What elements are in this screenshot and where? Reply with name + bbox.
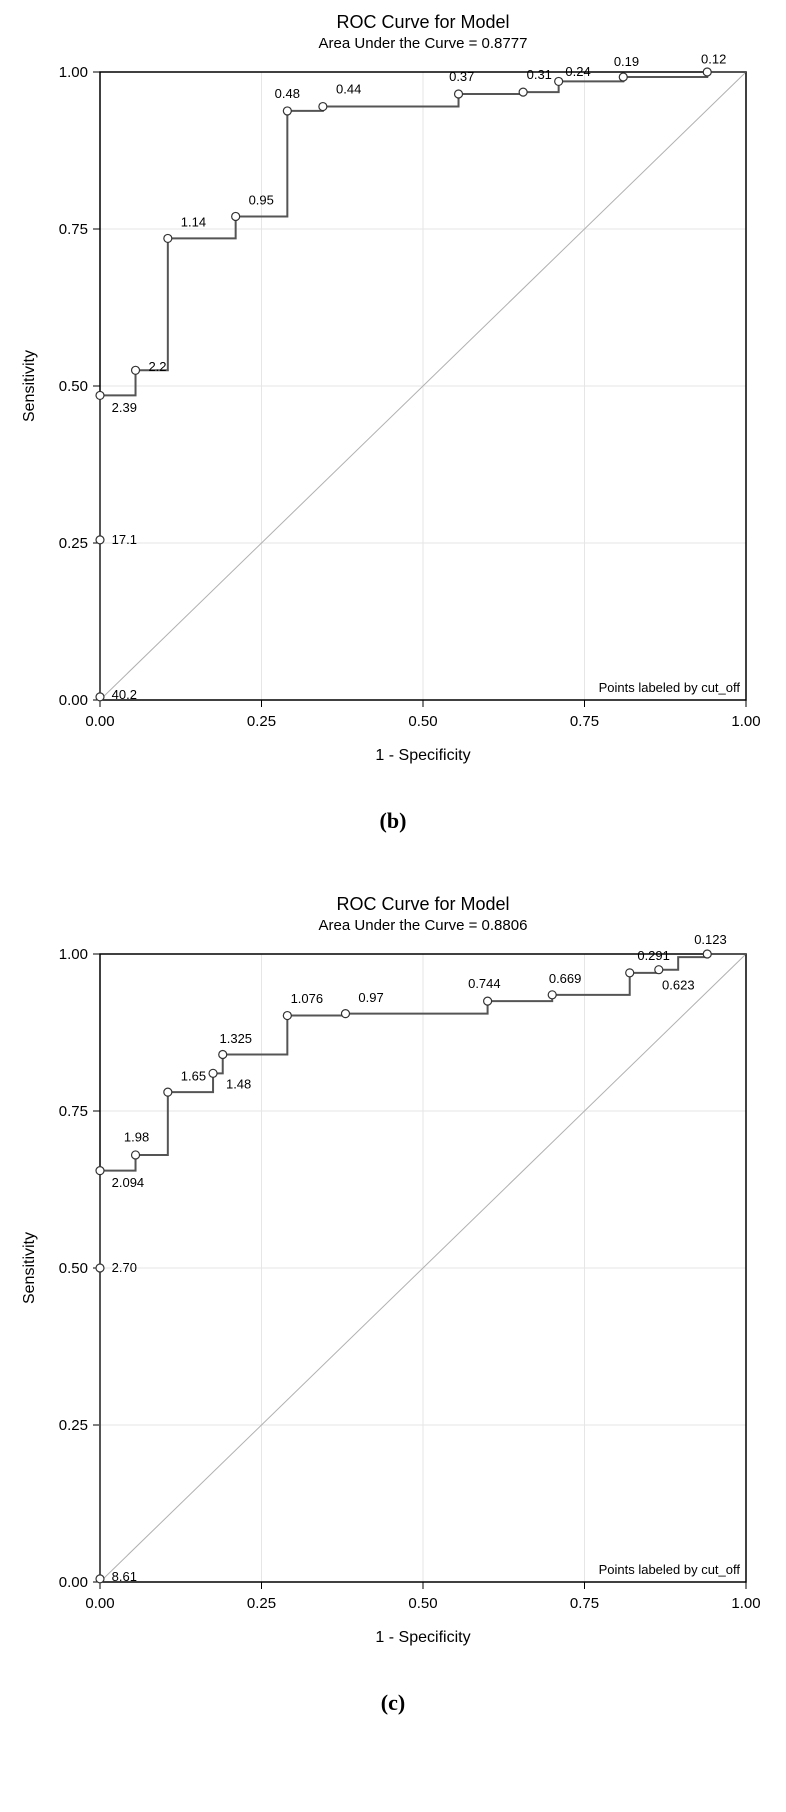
ytick-label: 0.50 [59,1260,88,1277]
roc-point [219,1050,227,1058]
ytick-label: 1.00 [59,946,88,963]
roc-point [655,966,663,974]
roc-point-label: 0.31 [527,67,552,82]
chart-title: ROC Curve for Model [336,894,509,914]
corner-note: Points labeled by cut_off [599,1562,741,1577]
roc-point-label: 2.2 [148,359,166,374]
roc-point [555,77,563,85]
roc-point [96,391,104,399]
chart-title: ROC Curve for Model [336,12,509,32]
roc-point-label: 0.623 [662,977,695,992]
roc-point [519,88,527,96]
xtick-label: 0.25 [247,713,276,730]
ytick-label: 0.25 [59,1417,88,1434]
ytick-label: 0.00 [59,692,88,709]
roc-point [548,991,556,999]
roc-point [619,73,627,81]
roc-point-label: 1.98 [124,1129,149,1144]
roc-point [341,1010,349,1018]
xtick-label: 0.25 [247,1595,276,1612]
roc-point-label: 0.97 [358,990,383,1005]
panel-label-c: (c) [0,1690,786,1716]
roc-point [209,1069,217,1077]
xtick-label: 1.00 [731,1595,760,1612]
xtick-label: 0.75 [570,1595,599,1612]
roc-point-label: 0.669 [549,971,582,986]
roc-point [283,1012,291,1020]
roc-point [96,1575,104,1583]
roc-svg-b: ROC Curve for Model Area Under the Curve … [0,0,786,790]
roc-point [455,90,463,98]
ytick-label: 0.50 [59,378,88,395]
roc-point [132,366,140,374]
ytick-label: 1.00 [59,64,88,81]
roc-point [484,997,492,1005]
panel-label-b: (b) [0,808,786,834]
roc-point [703,950,711,958]
roc-point [96,1264,104,1272]
chart-subtitle: Area Under the Curve = 0.8777 [319,35,528,52]
roc-point-label: 0.24 [565,64,590,79]
roc-point-label: 40.2 [112,687,137,702]
roc-point-label: 0.123 [694,932,727,947]
xlabel: 1 - Specificity [375,747,470,764]
roc-point-label: 0.44 [336,82,361,97]
roc-point [132,1151,140,1159]
roc-point-label: 0.12 [701,51,726,66]
roc-point [319,103,327,111]
corner-note: Points labeled by cut_off [599,680,741,695]
roc-point [96,693,104,701]
roc-point [703,68,711,76]
ylabel: Sensitivity [21,1232,38,1304]
xtick-label: 0.00 [85,1595,114,1612]
roc-point-label: 1.65 [181,1068,206,1083]
roc-point-label: 1.14 [181,215,206,230]
roc-point-label: 0.48 [275,86,300,101]
roc-point-label: 2.70 [112,1260,137,1275]
ytick-label: 0.00 [59,1574,88,1591]
page: ROC Curve for Model Area Under the Curve … [0,0,786,1716]
roc-point [626,969,634,977]
roc-point-label: 1.48 [226,1077,251,1092]
xtick-label: 0.75 [570,713,599,730]
roc-svg-c: ROC Curve for Model Area Under the Curve … [0,882,786,1672]
roc-point-label: 1.076 [291,991,324,1006]
roc-point-label: 0.37 [449,69,474,84]
ytick-label: 0.75 [59,221,88,238]
roc-point-label: 2.094 [112,1175,145,1190]
xtick-label: 0.00 [85,713,114,730]
roc-point [164,1088,172,1096]
roc-point [96,1167,104,1175]
roc-point [164,234,172,242]
xlabel: 1 - Specificity [375,1629,470,1646]
chart-subtitle: Area Under the Curve = 0.8806 [319,917,528,934]
roc-point [232,212,240,220]
ylabel: Sensitivity [21,350,38,422]
roc-point-label: 17.1 [112,532,137,547]
roc-chart-b: ROC Curve for Model Area Under the Curve … [0,0,786,790]
roc-chart-c: ROC Curve for Model Area Under the Curve … [0,882,786,1672]
roc-point-label: 8.61 [112,1569,137,1584]
roc-point-label: 0.291 [637,948,670,963]
xtick-label: 0.50 [408,713,437,730]
roc-point-label: 0.744 [468,976,501,991]
roc-point-label: 0.19 [614,54,639,69]
ytick-label: 0.25 [59,535,88,552]
roc-point-label: 2.39 [112,400,137,415]
roc-point-label: 0.95 [249,193,274,208]
xtick-label: 0.50 [408,1595,437,1612]
roc-point [283,107,291,115]
roc-point-label: 1.325 [220,1031,253,1046]
xtick-label: 1.00 [731,713,760,730]
roc-point [96,536,104,544]
ytick-label: 0.75 [59,1103,88,1120]
